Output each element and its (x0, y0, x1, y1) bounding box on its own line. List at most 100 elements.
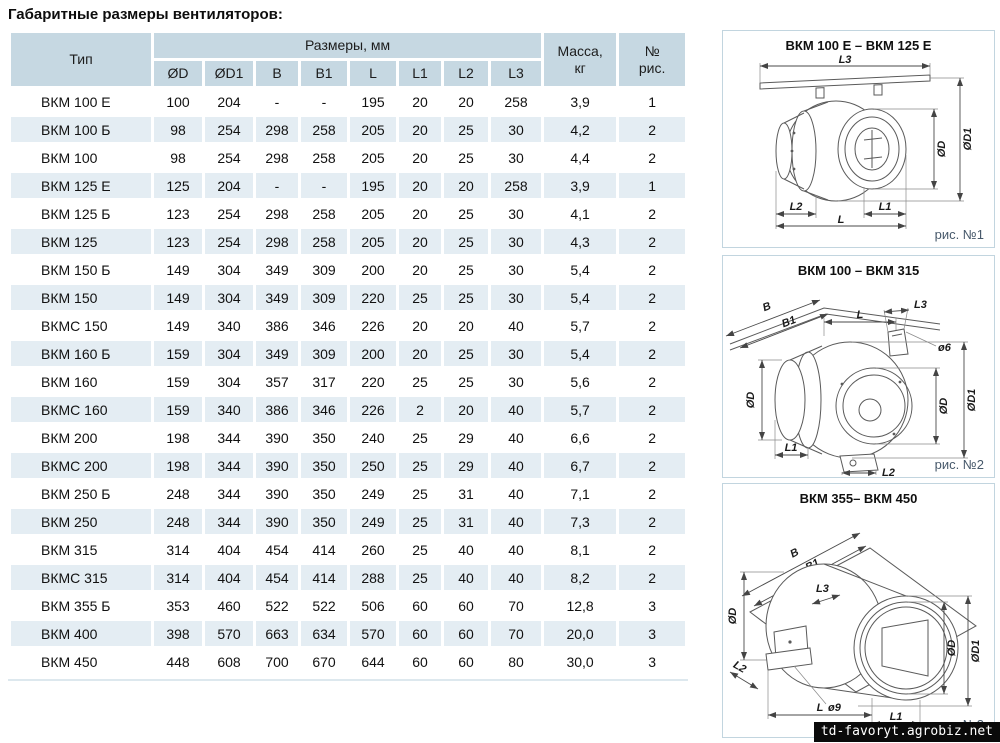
mass-cell: 7,3 (544, 509, 617, 534)
table-body: ВКМ 100 Е 100 204- -195 20 20 258 3,9 1 ВКМ 100 Б… (11, 89, 686, 674)
dimension-cell: 317 (301, 369, 347, 394)
dim-label-b1: B1 (780, 314, 797, 330)
dimension-cell: 149 (154, 257, 202, 282)
dimension-cell: 30 (491, 285, 542, 310)
dimension-cell: 20 (444, 397, 488, 422)
fig-number-cell: 2 (619, 313, 686, 338)
dimension-cell: 298 (256, 201, 298, 226)
table-row: ВКМС 150 149 340 386 346 226 20 20 40 5,7 2 (11, 313, 686, 338)
fan-type-cell: ВКМ 100 (11, 145, 151, 170)
dimension-cell: 40 (444, 537, 488, 562)
mass-cell: 3,9 (544, 173, 617, 198)
dimension-cell: 220 (350, 369, 396, 394)
dimension-cell: 60 (444, 621, 488, 646)
table-row: ВКМ 250 248 344 390 350 249 25 31 40 7,3 2 (11, 509, 686, 534)
fan-angled-view-drawing: B B1 ØD L3 L2 ø9 L L1 (727, 532, 982, 728)
fan-type-cell: ВКМ 355 Б (11, 593, 151, 618)
dimension-cell: 634 (301, 621, 347, 646)
fan-type-cell: ВКМ 125 (11, 229, 151, 254)
table-row: ВКМС 315 314 404 454 414 288 25 40 40 8,2 2 (11, 565, 686, 590)
figure-1-title: ВКМ 100 Е – ВКМ 125 Е (785, 38, 932, 53)
fan-type-cell: ВКМ 200 (11, 425, 151, 450)
fig-number-cell: 2 (619, 537, 686, 562)
dimension-cell: 390 (256, 425, 298, 450)
mass-cell: 5,4 (544, 341, 617, 366)
col-header-d1: ØD1 (205, 61, 253, 86)
fan-type-cell: ВКМ 450 (11, 649, 151, 674)
dimension-cell: 250 (350, 453, 396, 478)
dimension-cell: 25 (444, 285, 488, 310)
col-header-l: L (350, 61, 396, 86)
dim-label-b: B (788, 546, 801, 560)
dim-label-l2: L2 (882, 467, 895, 476)
dimension-cell: 346 (301, 313, 347, 338)
dimension-cell: 30 (491, 341, 542, 366)
dimension-cell: 20 (399, 229, 441, 254)
dimension-cell: 20 (399, 145, 441, 170)
fig-number-cell: 2 (619, 565, 686, 590)
dimension-cell: 350 (301, 481, 347, 506)
dimension-cell: 254 (205, 201, 253, 226)
dimension-cell: 522 (301, 593, 347, 618)
fan-type-cell: ВКМ 150 (11, 285, 151, 310)
dimension-cell: 670 (301, 649, 347, 674)
table-row: ВКМ 450 448 608 700 670 644 60 60 80 30,0 3 (11, 649, 686, 674)
dimension-cell: 25 (444, 117, 488, 142)
dimension-cell: 454 (256, 565, 298, 590)
dimension-cell: 260 (350, 537, 396, 562)
dimension-cell: 25 (399, 285, 441, 310)
dim-label-d-right: ØD (946, 640, 958, 657)
table-row: ВКМС 200 198 344 390 350 250 25 29 40 6,7 2 (11, 453, 686, 478)
dimension-cell: 304 (205, 285, 253, 310)
table-row: ВКМ 100 Е 100 204- -195 20 20 258 3,9 1 (11, 89, 686, 114)
fan-type-cell: ВКМ 100 Б (11, 117, 151, 142)
table-row: ВКМ 150 149 304 349 309 220 25 25 30 5,4 2 (11, 285, 686, 310)
hole-diameter-label: ø9 (828, 702, 842, 714)
dim-label-d1: ØD1 (970, 640, 982, 663)
dimension-cell: 25 (399, 509, 441, 534)
dimension-cell: 248 (154, 509, 202, 534)
dimension-cell: 314 (154, 565, 202, 590)
dimension-cell: 25 (444, 201, 488, 226)
mass-cell: 5,4 (544, 285, 617, 310)
col-header-mass: Масса, кг (544, 33, 617, 86)
dimension-cell: 25 (399, 425, 441, 450)
col-header-l2: L2 (444, 61, 488, 86)
mass-cell: 5,7 (544, 397, 617, 422)
dimension-cell: 570 (205, 621, 253, 646)
dimension-cell: 20 (444, 89, 488, 114)
figure-1-box: ВКМ 100 Е – ВКМ 125 Е L3 (722, 30, 995, 248)
table-row: ВКМ 100 Б 98 254 298 258 205 20 25 30 4,2 2 (11, 117, 686, 142)
dimension-cell: 20 (399, 173, 441, 198)
dimension-cell: 20 (399, 313, 441, 338)
dim-label-d-left: ØD (745, 392, 757, 409)
dimension-cell: 205 (350, 145, 396, 170)
dimension-cell: 40 (491, 481, 542, 506)
dimension-cell: 198 (154, 453, 202, 478)
dimension-cell: 304 (205, 341, 253, 366)
dimension-cell: 100 (154, 89, 202, 114)
figure-2-caption: рис. №2 (934, 457, 984, 472)
dimension-cell: 254 (205, 229, 253, 254)
fig-number-cell: 3 (619, 593, 686, 618)
dimension-cell: 357 (256, 369, 298, 394)
dimension-cell: 350 (301, 453, 347, 478)
dimension-cell: 258 (491, 173, 542, 198)
dimension-cell: 414 (301, 537, 347, 562)
mass-cell: 7,1 (544, 481, 617, 506)
dimension-cell: 258 (301, 201, 347, 226)
fan-type-cell: ВКМС 160 (11, 397, 151, 422)
dimension-cell: 288 (350, 565, 396, 590)
dimension-cell: 349 (256, 285, 298, 310)
dimension-cell: 123 (154, 201, 202, 226)
dimension-cell: 386 (256, 313, 298, 338)
fig-number-cell: 2 (619, 229, 686, 254)
table-row: ВКМ 250 Б 248 344 390 350 249 25 31 40 7,1 2 (11, 481, 686, 506)
dimension-cell: 220 (350, 285, 396, 310)
dimension-cell: 258 (301, 229, 347, 254)
dim-label-l3: L3 (816, 583, 829, 595)
mass-cell: 4,4 (544, 145, 617, 170)
dimension-cell: 200 (350, 341, 396, 366)
dimension-cell: 349 (256, 257, 298, 282)
dimension-cell: 344 (205, 481, 253, 506)
